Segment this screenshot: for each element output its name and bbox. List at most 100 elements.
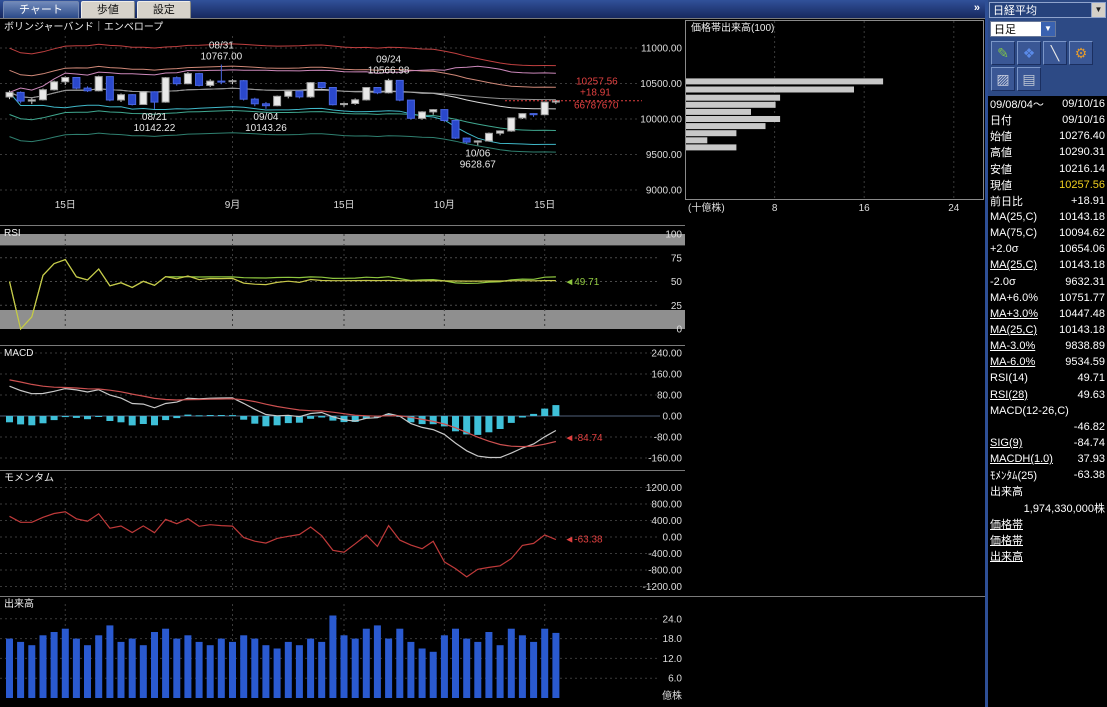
svg-text:09/24: 09/24 [376,55,401,66]
panel-link[interactable]: MA(25,C) [990,324,1037,336]
symbol-select[interactable]: 日経平均 ▼ [989,2,1106,18]
panel-value: 10290.31 [1059,146,1105,158]
panel-row: 高値 10290.31 [988,144,1107,160]
panel-value: 9838.89 [1065,340,1105,352]
svg-text:◄49.71: ◄49.71 [564,277,599,288]
svg-text:66787670: 66787670 [574,101,619,112]
tab-bar: チャート 歩値 設定 » [0,0,985,18]
panel-link[interactable]: 価格帯 [990,532,1023,548]
svg-text:8: 8 [772,203,778,214]
panel-link[interactable]: MA+3.0% [990,308,1038,320]
panel-row: +2.0σ10654.06 [988,241,1107,257]
svg-text:800.00: 800.00 [651,499,682,510]
panel-value: 09/10/16 [1062,114,1105,126]
volume-chart[interactable]: 24.018.012.06.0出来高億株 [0,596,985,707]
left-column: チャート 歩値 設定 » 11000.0010500.0010000.00950… [0,0,985,707]
gear-icon[interactable]: ⚙ [1069,41,1093,65]
svg-text:24.0: 24.0 [663,614,683,625]
panel-row: 09/08/04～09/10/16 [988,96,1107,112]
panel-link[interactable]: MA-6.0% [990,356,1035,368]
panel-label: MA+6.0% [990,292,1038,304]
panel-row: 現値10257.56 [988,177,1107,193]
symbol-header: 日経平均 ▼ [988,0,1107,19]
svg-text:08/31: 08/31 [209,41,234,52]
momentum-chart[interactable]: 1200.00800.00400.000.00-400.00-800.00-12… [0,470,685,596]
eraser-icon[interactable]: ▨ [991,67,1015,91]
chevron-down-icon[interactable]: ▼ [1041,22,1055,36]
chevron-down-icon[interactable]: ▼ [1091,3,1105,17]
svg-text:9628.67: 9628.67 [460,159,497,170]
svg-text:◄-84.74: ◄-84.74 [564,433,603,444]
right-panel-tools: ✎❖╲⚙ ▨▤ [988,38,1107,96]
svg-text:6.0: 6.0 [668,674,682,685]
svg-text:240.00: 240.00 [651,349,682,360]
panel-link[interactable]: MA-3.0% [990,340,1035,352]
panel-row: MA(25,C)10143.18 [988,257,1107,273]
svg-text:16: 16 [859,203,871,214]
svg-text:-800.00: -800.00 [648,566,682,577]
panel-label: MA(25,C) [990,211,1037,223]
svg-text:80.00: 80.00 [657,391,682,402]
svg-text:0: 0 [676,325,682,336]
tab-settings[interactable]: 設定 [137,1,191,18]
panel-row: 始値10276.40 [988,128,1107,144]
panel-link[interactable]: MA(25,C) [990,259,1037,271]
svg-text:400.00: 400.00 [651,516,682,527]
panel-link[interactable]: MACDH(1.0) [990,453,1053,465]
panel-label: 日付 [990,112,1012,128]
panel-link[interactable]: 出来高 [990,548,1023,564]
panel-row: SIG(9)-84.74 [988,435,1107,451]
panel-label: MACD(12-26,C) [990,405,1069,417]
tab-quotes[interactable]: 歩値 [81,1,135,18]
panel-value: 49.63 [1077,389,1105,401]
panel-label: 安値 [990,161,1012,177]
panel-value: 10094.62 [1059,227,1105,239]
svg-text:15日: 15日 [534,200,555,211]
panel-link[interactable]: SIG(9) [990,437,1022,449]
panel-row: -46.82 [988,419,1107,435]
candlestick-chart[interactable]: 11000.0010500.0010000.009500.009000.0015… [0,18,685,225]
panel-row: RSI(28) 49.63 [988,387,1107,403]
svg-text:9月: 9月 [225,199,241,211]
svg-text:9500.00: 9500.00 [646,150,683,161]
panel-row: RSI(14)49.71 [988,370,1107,386]
more-tabs-icon[interactable]: » [974,2,979,14]
period-select[interactable]: 日足 ▼ [990,21,1056,37]
svg-text:10500.00: 10500.00 [640,79,682,90]
panel-value: 10143.18 [1059,211,1105,223]
svg-text:(十億株): (十億株) [688,201,725,214]
svg-text:15日: 15日 [55,200,76,211]
svg-text:24: 24 [948,203,960,214]
svg-text:10000.00: 10000.00 [640,115,682,126]
svg-text:RSI: RSI [4,228,21,239]
svg-text:10/06: 10/06 [465,148,490,159]
svg-text:ボリンジャーバンド｜エンベロープ: ボリンジャーバンド｜エンベロープ [4,21,163,33]
panel-row: 前日比+18.91 [988,193,1107,209]
right-panel: 日経平均 ▼ 日足 ▼ ✎❖╲⚙ ▨▤ 09/08/04～09/10/16日付 09… [985,0,1107,707]
panel-link[interactable]: 価格帯 [990,516,1023,532]
pencil-icon[interactable]: ✎ [991,41,1015,65]
draw-shape-icon[interactable]: ❖ [1017,41,1041,65]
tab-chart[interactable]: チャート [3,1,79,18]
panel-label: +2.0σ [990,243,1019,255]
panel-row: MA-6.0%9534.59 [988,354,1107,370]
panel-link[interactable]: RSI(28) [990,389,1028,401]
svg-text:◄-63.38: ◄-63.38 [564,535,603,546]
panel-label: 高値 [990,144,1012,160]
svg-text:モメンタム: モメンタム [4,472,54,484]
panel-value: -46.82 [1074,421,1105,433]
panel-row: 1,974,330,000株 [988,500,1107,516]
panel-row: MA-3.0% 9838.89 [988,338,1107,354]
panel-row: 出来高 [988,483,1107,499]
trendline-icon[interactable]: ╲ [1043,41,1067,65]
panel-value: 10751.77 [1059,292,1105,304]
panel-row: MACD(12-26,C) [988,403,1107,419]
svg-text:18.0: 18.0 [663,634,683,645]
rsi-chart[interactable]: 1007550250RSI◄49.71 [0,225,685,345]
price-by-volume-chart[interactable]: 81624(十億株)価格帯出来高(100) [685,18,985,225]
svg-text:10257.56: 10257.56 [576,77,618,88]
svg-text:09/04: 09/04 [253,112,278,123]
macd-chart[interactable]: 240.00160.0080.000.00-80.00-160.00MACD◄-… [0,345,685,470]
svg-text:160.00: 160.00 [651,370,682,381]
printer-icon[interactable]: ▤ [1017,67,1041,91]
